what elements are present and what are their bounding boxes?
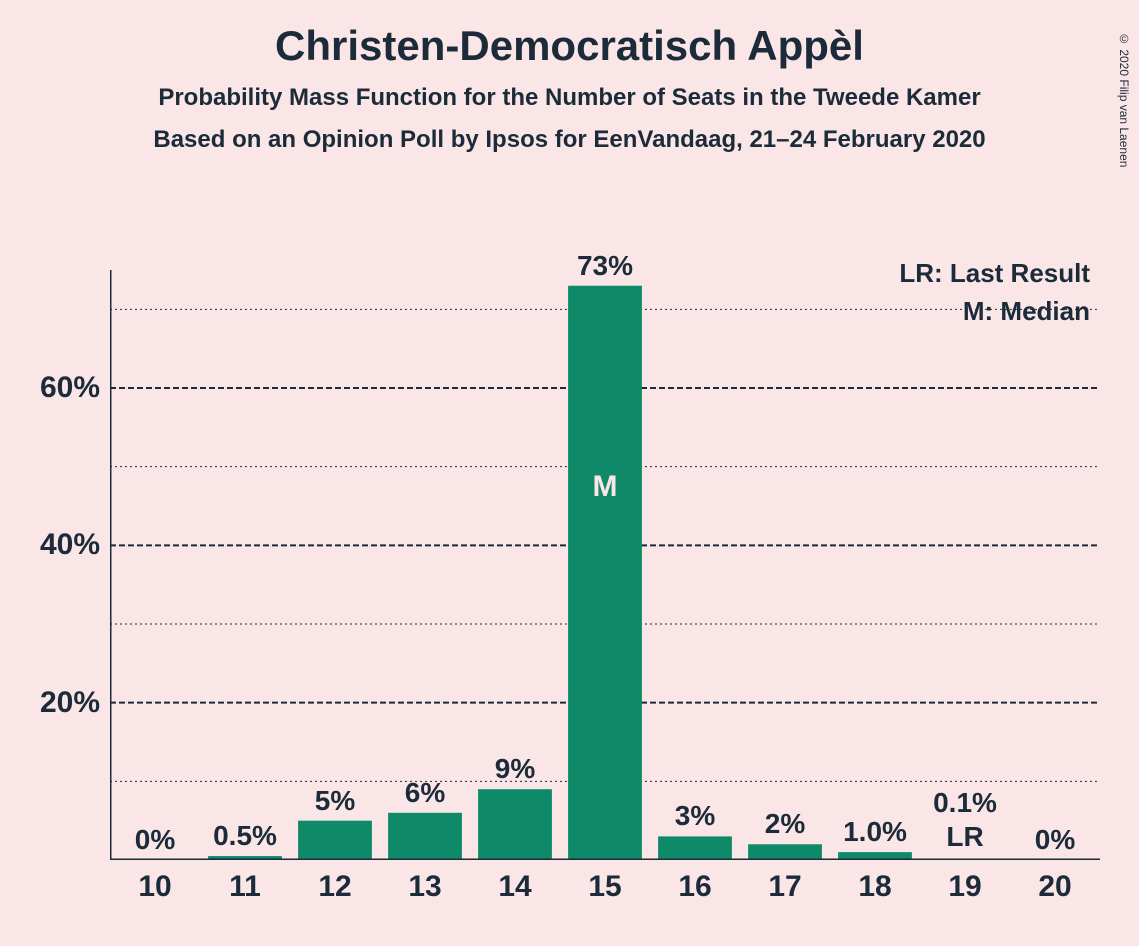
x-tick-label: 18 (830, 870, 920, 904)
x-tick-label: 15 (560, 870, 650, 904)
x-tick-label: 19 (920, 870, 1010, 904)
bar-value-label: 6% (405, 777, 445, 809)
bar (568, 286, 642, 860)
lr-mark: LR (946, 821, 983, 853)
chart-svg (110, 270, 1100, 860)
bar (298, 821, 372, 860)
chart-subtitle-2: Based on an Opinion Poll by Ipsos for Ee… (0, 126, 1139, 154)
bar-value-label: 1.0% (843, 816, 907, 848)
y-tick-label: 20% (10, 686, 100, 720)
x-tick-label: 11 (200, 870, 290, 904)
legend-m: M: Median (963, 296, 1090, 327)
bar-value-label: 0.5% (213, 820, 277, 852)
legend-lr: LR: Last Result (899, 258, 1090, 289)
bar (478, 789, 552, 860)
bar-value-label: 0% (1035, 824, 1075, 856)
bar-value-label: 2% (765, 808, 805, 840)
bar (388, 813, 462, 860)
x-tick-label: 16 (650, 870, 740, 904)
chart-subtitle-1: Probability Mass Function for the Number… (0, 84, 1139, 112)
bar-value-label: 73% (577, 250, 633, 282)
y-tick-label: 60% (10, 371, 100, 405)
x-tick-label: 13 (380, 870, 470, 904)
y-tick-label: 40% (10, 528, 100, 562)
bar-value-label: 0% (135, 824, 175, 856)
bar (748, 844, 822, 860)
bar (658, 836, 732, 860)
chart-title: Christen-Democratisch Appèl (0, 22, 1139, 70)
median-mark: M (593, 470, 618, 504)
x-tick-label: 17 (740, 870, 830, 904)
x-tick-label: 20 (1010, 870, 1100, 904)
copyright-text: © 2020 Filip van Laenen (1117, 32, 1131, 167)
x-tick-label: 10 (110, 870, 200, 904)
bar-value-label: 0.1% (933, 787, 997, 819)
bar-value-label: 9% (495, 753, 535, 785)
chart-area: LR: Last Result M: Median 20%40%60%100%1… (110, 270, 1100, 860)
x-tick-label: 12 (290, 870, 380, 904)
x-tick-label: 14 (470, 870, 560, 904)
bar-value-label: 3% (675, 800, 715, 832)
bar-value-label: 5% (315, 785, 355, 817)
